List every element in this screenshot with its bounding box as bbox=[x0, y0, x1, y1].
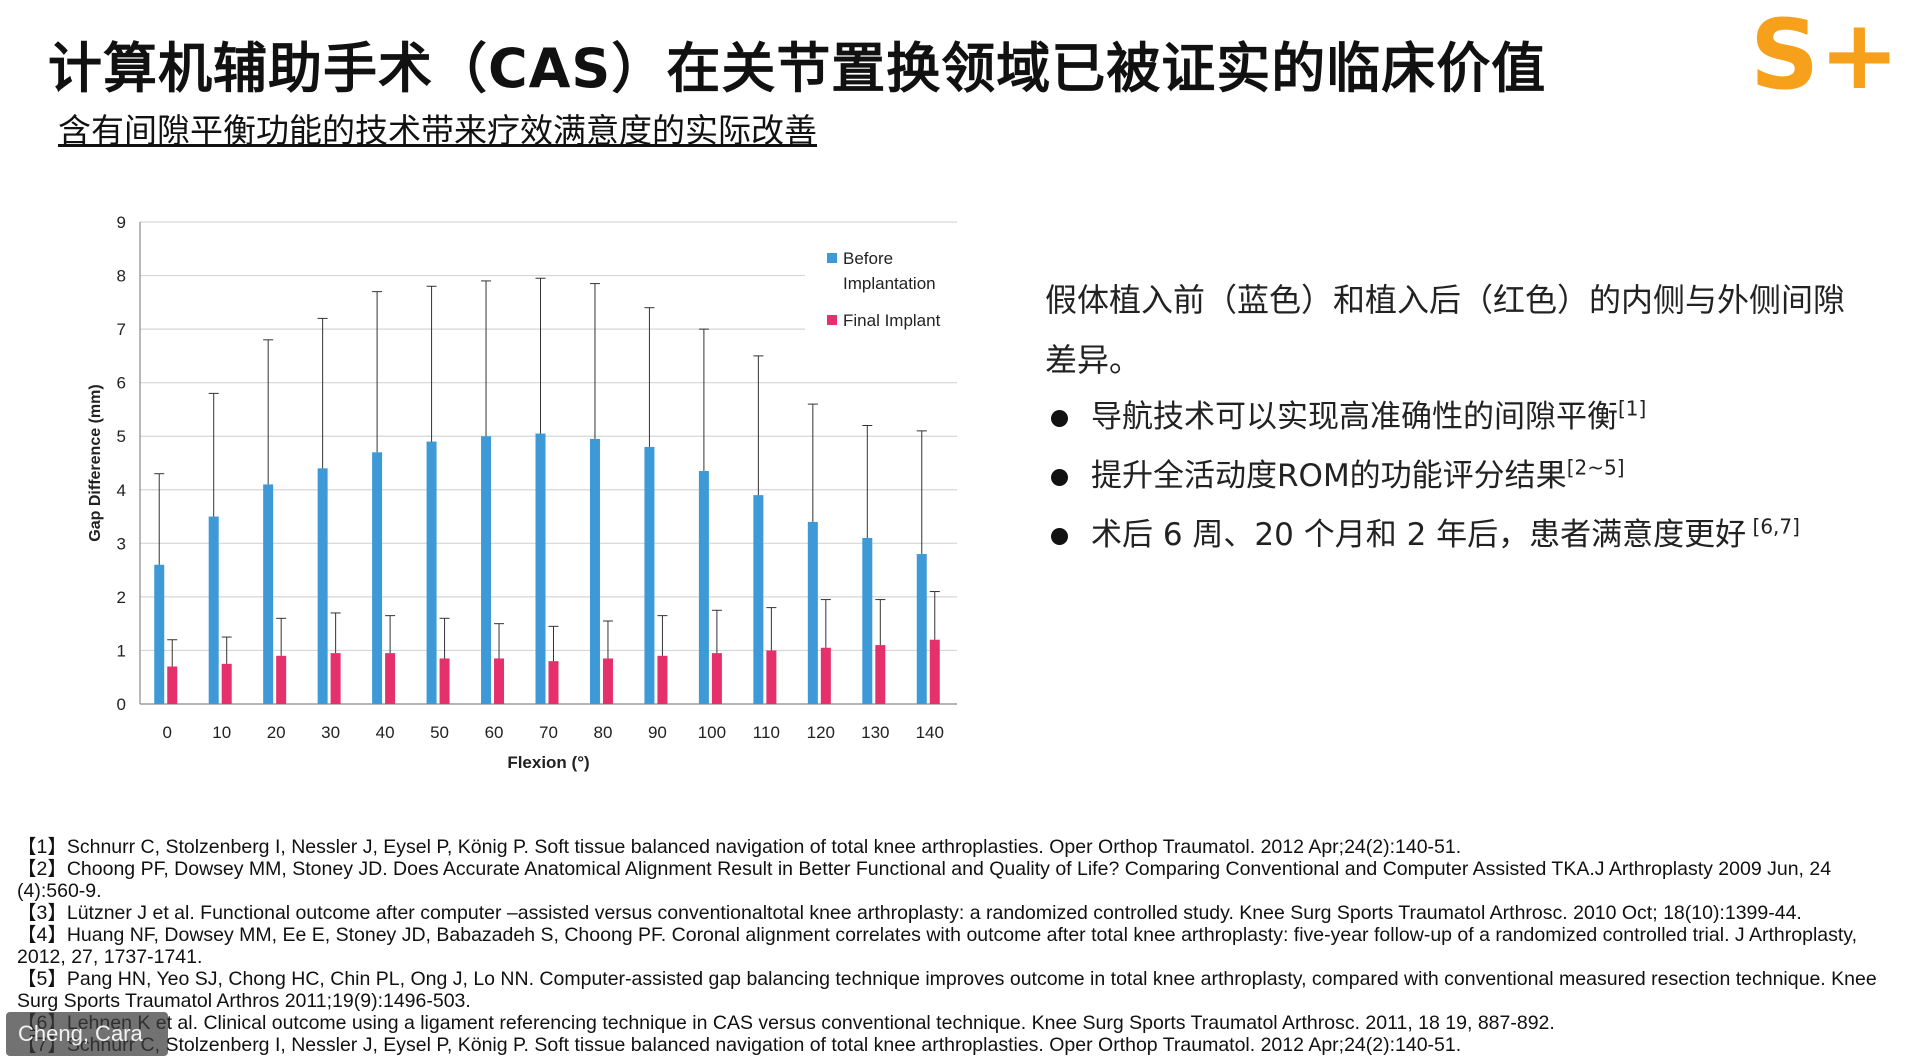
citation: [2~5] bbox=[1566, 455, 1625, 480]
bullet-dot-icon bbox=[1051, 469, 1068, 486]
bar-final-implant bbox=[820, 647, 831, 704]
x-tick-label: 20 bbox=[267, 723, 286, 742]
bar-before-implantation bbox=[481, 436, 492, 704]
list-item: 术后 6 周、20 个月和 2 年后，患者满意度更好 [6,7] bbox=[1045, 506, 1800, 565]
y-tick-label: 7 bbox=[117, 320, 126, 339]
bar-final-implant bbox=[385, 653, 396, 704]
x-tick-label: 140 bbox=[916, 723, 944, 742]
y-tick-label: 0 bbox=[117, 695, 126, 714]
bullet-dot-icon bbox=[1051, 528, 1068, 545]
x-tick-label: 40 bbox=[376, 723, 395, 742]
bar-final-implant bbox=[221, 663, 232, 704]
reference-item: 【1】Schnurr C, Stolzenberg I, Nessler J, … bbox=[17, 836, 1462, 858]
x-tick-label: 110 bbox=[753, 723, 780, 742]
bar-final-implant bbox=[276, 655, 287, 704]
y-tick-label: 1 bbox=[117, 641, 126, 660]
bar-before-implantation bbox=[753, 495, 764, 704]
bullet-text: 术后 6 周、20 个月和 2 年后，患者满意度更好 bbox=[1091, 517, 1747, 553]
x-tick-label: 130 bbox=[861, 723, 889, 742]
bar-final-implant bbox=[439, 658, 450, 704]
participant-name-tag: Cheng, Cara bbox=[6, 1012, 168, 1056]
bar-final-implant bbox=[548, 661, 559, 704]
x-tick-label: 30 bbox=[321, 723, 340, 742]
x-tick-label: 60 bbox=[485, 723, 504, 742]
bar-before-implantation bbox=[644, 446, 655, 704]
x-tick-label: 100 bbox=[698, 723, 726, 742]
bar-before-implantation bbox=[807, 521, 818, 704]
bar-before-implantation bbox=[862, 537, 873, 704]
bar-before-implantation bbox=[372, 452, 383, 704]
bar-before-implantation bbox=[535, 433, 546, 704]
y-tick-label: 5 bbox=[117, 427, 126, 446]
logo-text: S+N bbox=[1750, 10, 1902, 100]
reference-item: 【3】Lützner J et al. Functional outcome a… bbox=[17, 902, 1802, 924]
bar-final-implant bbox=[167, 666, 178, 704]
x-tick-label: 10 bbox=[212, 723, 231, 742]
y-tick-label: 2 bbox=[117, 588, 126, 607]
bar-final-implant bbox=[494, 658, 505, 704]
y-tick-label: 6 bbox=[117, 374, 126, 393]
x-tick-label: 70 bbox=[539, 723, 558, 742]
references: 【1】Schnurr C, Stolzenberg I, Nessler J, … bbox=[17, 836, 1897, 1056]
y-tick-label: 9 bbox=[117, 213, 126, 232]
sn-logo: S+N bbox=[1750, 10, 1902, 100]
reference-item: 【5】Pang HN, Yeo SJ, Chong HC, Chin PL, O… bbox=[17, 968, 1877, 1012]
bar-before-implantation bbox=[263, 484, 274, 704]
bar-before-implantation bbox=[208, 516, 219, 704]
bar-before-implantation bbox=[916, 554, 927, 704]
bar-before-implantation bbox=[698, 471, 709, 704]
legend-swatch-before bbox=[827, 253, 837, 263]
bullet-text: 导航技术可以实现高准确性的间隙平衡 bbox=[1091, 399, 1618, 435]
citation: [6,7] bbox=[1746, 514, 1800, 539]
list-item: 导航技术可以实现高准确性的间隙平衡[1] bbox=[1045, 388, 1800, 447]
citation: [1] bbox=[1618, 396, 1647, 421]
bar-before-implantation bbox=[154, 564, 165, 704]
legend-label-before: Before bbox=[843, 249, 893, 268]
x-tick-label: 90 bbox=[648, 723, 667, 742]
x-tick-label: 80 bbox=[594, 723, 613, 742]
list-item: 提升全活动度ROM的功能评分结果[2~5] bbox=[1045, 447, 1800, 506]
bar-final-implant bbox=[711, 653, 722, 704]
x-axis-title: Flexion (°) bbox=[507, 753, 589, 772]
legend-label-final: Final Implant bbox=[843, 311, 941, 330]
y-tick-label: 3 bbox=[117, 534, 126, 553]
x-tick-label: 0 bbox=[162, 723, 171, 742]
legend-label-before: Implantation bbox=[843, 274, 936, 293]
x-tick-label: 50 bbox=[430, 723, 449, 742]
bar-before-implantation bbox=[426, 441, 437, 704]
bar-final-implant bbox=[875, 645, 886, 704]
bar-final-implant bbox=[766, 650, 777, 704]
slide-subtitle: 含有间隙平衡功能的技术带来疗效满意度的实际改善 bbox=[58, 111, 817, 150]
y-axis-title: Gap Difference (mm) bbox=[87, 384, 104, 541]
legend-swatch-final bbox=[827, 315, 837, 325]
chart-description: 假体植入前（蓝色）和植入后（红色）的内侧与外侧间隙差异。 bbox=[1045, 281, 1846, 379]
bar-before-implantation bbox=[317, 468, 328, 704]
y-tick-label: 4 bbox=[117, 481, 126, 500]
reference-item: 【7】Schnurr C, Stolzenberg I, Nessler J, … bbox=[17, 1034, 1462, 1056]
reference-item: 【2】Choong PF, Dowsey MM, Stoney JD. Does… bbox=[17, 858, 1832, 902]
bar-final-implant bbox=[657, 655, 668, 704]
bar-final-implant bbox=[330, 653, 341, 704]
reference-item: 【6】Lehnen K et al. Clinical outcome usin… bbox=[17, 1012, 1555, 1034]
bullet-dot-icon bbox=[1051, 410, 1068, 427]
bar-final-implant bbox=[602, 658, 613, 704]
bar-before-implantation bbox=[589, 438, 600, 704]
bar-final-implant bbox=[929, 639, 940, 704]
bullet-text: 提升全活动度ROM的功能评分结果 bbox=[1091, 458, 1567, 494]
slide-title: 计算机辅助手术（CAS）在关节置换领域已被证实的临床价值 bbox=[48, 37, 1547, 100]
x-tick-label: 120 bbox=[807, 723, 835, 742]
reference-item: 【4】Huang NF, Dowsey MM, Ee E, Stoney JD,… bbox=[17, 924, 1858, 968]
y-tick-label: 8 bbox=[117, 267, 126, 286]
findings-list: 导航技术可以实现高准确性的间隙平衡[1] 提升全活动度ROM的功能评分结果[2~… bbox=[1045, 388, 1800, 565]
